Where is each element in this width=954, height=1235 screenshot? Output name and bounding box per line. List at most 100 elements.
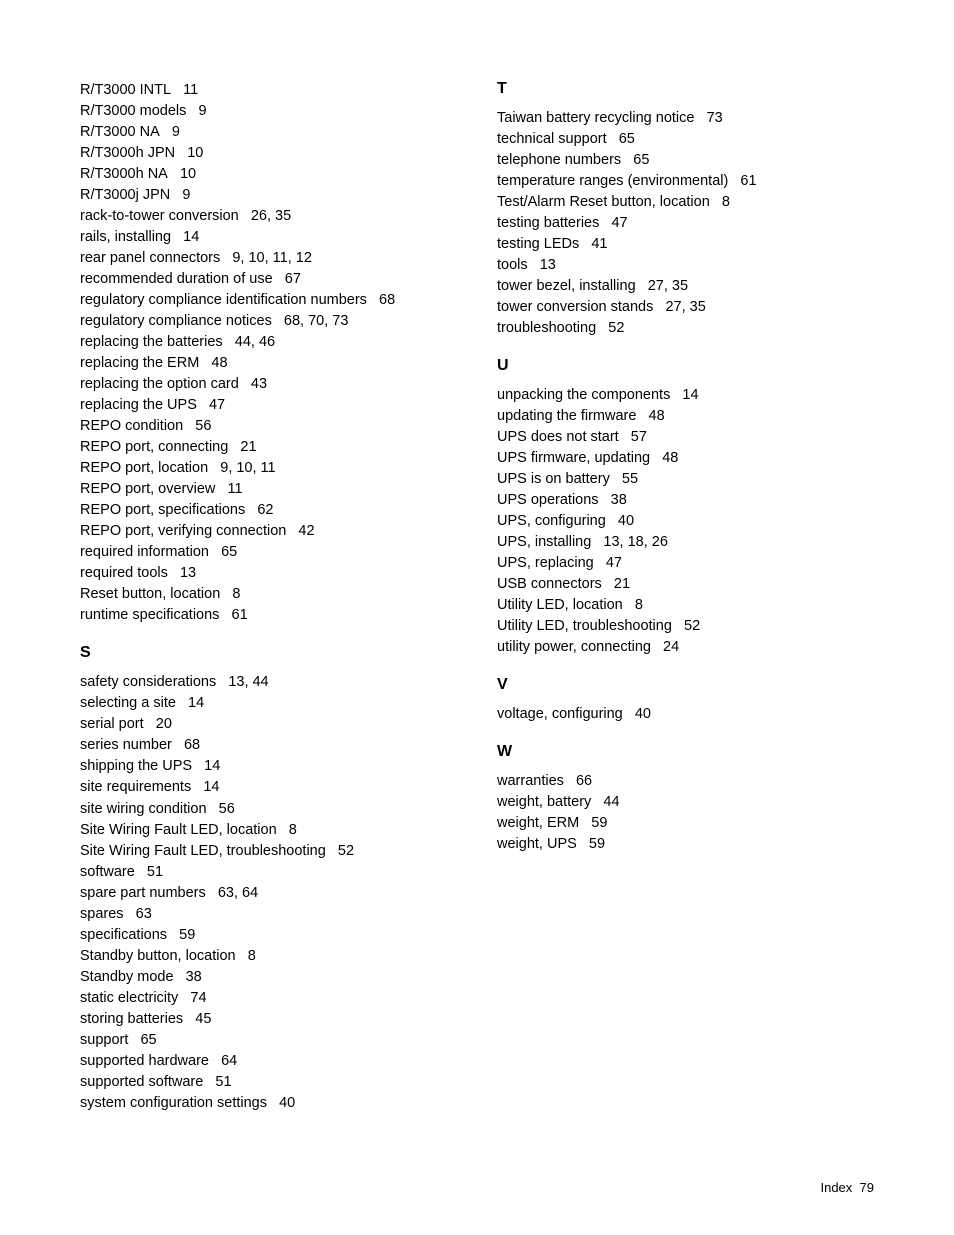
index-entry: selecting a site 14 — [80, 693, 457, 714]
index-pages: 65 — [619, 131, 635, 147]
index-term: Standby mode — [80, 969, 174, 985]
s-section-entries: safety considerations 13, 44 selecting a … — [80, 672, 457, 1113]
index-entry: REPO port, overview 11 — [80, 479, 457, 500]
index-term: site requirements — [80, 779, 191, 795]
index-pages: 52 — [338, 843, 354, 859]
index-entry: replacing the ERM 48 — [80, 353, 457, 374]
index-pages: 63, 64 — [218, 885, 258, 901]
index-term: tower bezel, installing — [497, 278, 636, 294]
index-pages: 56 — [195, 418, 211, 434]
index-pages: 47 — [611, 215, 627, 231]
index-pages: 8 — [635, 597, 643, 613]
index-entry: warranties 66 — [497, 771, 874, 792]
index-term: Standby button, location — [80, 948, 236, 964]
index-term: R/T3000h JPN — [80, 145, 175, 161]
index-term: storing batteries — [80, 1011, 183, 1027]
index-term: replacing the option card — [80, 376, 239, 392]
index-pages: 14 — [204, 758, 220, 774]
index-pages: 64 — [221, 1053, 237, 1069]
index-pages: 40 — [618, 513, 634, 529]
index-pages: 68 — [379, 292, 395, 308]
index-term: regulatory compliance notices — [80, 313, 272, 329]
index-term: safety considerations — [80, 674, 216, 690]
index-entry: updating the firmware 48 — [497, 406, 874, 427]
index-term: Taiwan battery recycling notice — [497, 110, 694, 126]
index-pages: 73 — [707, 110, 723, 126]
index-term: REPO port, location — [80, 460, 208, 476]
index-entry: rear panel connectors 9, 10, 11, 12 — [80, 248, 457, 269]
index-entry: R/T3000h NA 10 — [80, 164, 457, 185]
index-term: temperature ranges (environmental) — [497, 173, 728, 189]
t-section-entries: Taiwan battery recycling notice 73techni… — [497, 108, 874, 339]
index-term: UPS, configuring — [497, 513, 606, 529]
index-pages: 27, 35 — [665, 299, 705, 315]
index-entry: R/T3000h JPN 10 — [80, 143, 457, 164]
index-term: UPS operations — [497, 492, 599, 508]
index-term: UPS, replacing — [497, 555, 594, 571]
index-term: REPO port, connecting — [80, 439, 228, 455]
index-entry: storing batteries 45 — [80, 1009, 457, 1030]
index-entry: series number 68 — [80, 735, 457, 756]
index-term: weight, ERM — [497, 815, 579, 831]
index-entry: REPO condition 56 — [80, 416, 457, 437]
index-term: telephone numbers — [497, 152, 621, 168]
index-term: testing LEDs — [497, 236, 579, 252]
section-heading-v: V — [497, 676, 874, 694]
index-pages: 56 — [219, 801, 235, 817]
index-entry: site wiring condition 56 — [80, 799, 457, 820]
r-section-entries: R/T3000 INTL 11R/T3000 models 9R/T3000 N… — [80, 80, 457, 626]
index-term: regulatory compliance identification num… — [80, 292, 367, 308]
index-term: Site Wiring Fault LED, troubleshooting — [80, 843, 326, 859]
index-pages: 43 — [251, 376, 267, 392]
index-pages: 51 — [215, 1074, 231, 1090]
footer-label: Index — [820, 1180, 852, 1195]
index-entry: rack-to-tower conversion 26, 35 — [80, 206, 457, 227]
index-pages: 61 — [232, 607, 248, 623]
index-pages: 8 — [289, 822, 297, 838]
index-pages: 52 — [684, 618, 700, 634]
index-entry: static electricity 74 — [80, 988, 457, 1009]
index-term: rails, installing — [80, 229, 171, 245]
index-entry: troubleshooting 52 — [497, 318, 874, 339]
section-heading-u: U — [497, 357, 874, 375]
index-entry: temperature ranges (environmental) 61 — [497, 171, 874, 192]
index-entry: UPS operations 38 — [497, 490, 874, 511]
index-term: system configuration settings — [80, 1095, 267, 1111]
index-pages: 14 — [682, 387, 698, 403]
index-pages: 9 — [172, 124, 180, 140]
index-pages: 13, 18, 26 — [603, 534, 668, 550]
index-term: updating the firmware — [497, 408, 636, 424]
index-entry: Taiwan battery recycling notice 73 — [497, 108, 874, 129]
index-entry: runtime specifications 61 — [80, 605, 457, 626]
index-entry: tools 13 — [497, 255, 874, 276]
index-pages: 24 — [663, 639, 679, 655]
index-pages: 13, 44 — [228, 674, 268, 690]
index-term: tower conversion stands — [497, 299, 653, 315]
index-pages: 57 — [631, 429, 647, 445]
index-entry: serial port 20 — [80, 714, 457, 735]
index-entry: Standby mode 38 — [80, 967, 457, 988]
index-term: R/T3000 INTL — [80, 82, 171, 98]
index-pages: 65 — [633, 152, 649, 168]
index-entry: regulatory compliance notices 68, 70, 73 — [80, 311, 457, 332]
index-entry: Site Wiring Fault LED, location 8 — [80, 820, 457, 841]
w-section-entries: warranties 66weight, battery 44weight, E… — [497, 771, 874, 855]
index-entry: Utility LED, troubleshooting 52 — [497, 616, 874, 637]
index-pages: 59 — [589, 836, 605, 852]
index-entry: spare part numbers 63, 64 — [80, 883, 457, 904]
index-pages: 47 — [209, 397, 225, 413]
index-pages: 48 — [649, 408, 665, 424]
index-term: Utility LED, troubleshooting — [497, 618, 672, 634]
index-term: REPO port, specifications — [80, 502, 245, 518]
index-pages: 59 — [179, 927, 195, 943]
index-entry: testing LEDs 41 — [497, 234, 874, 255]
index-entry: tower conversion stands 27, 35 — [497, 297, 874, 318]
section-heading-t: T — [497, 80, 874, 98]
index-term: voltage, configuring — [497, 706, 623, 722]
index-term: R/T3000 NA — [80, 124, 160, 140]
index-term: required information — [80, 544, 209, 560]
index-pages: 40 — [279, 1095, 295, 1111]
index-term: software — [80, 864, 135, 880]
index-pages: 11 — [227, 481, 242, 497]
index-entry: replacing the UPS 47 — [80, 395, 457, 416]
